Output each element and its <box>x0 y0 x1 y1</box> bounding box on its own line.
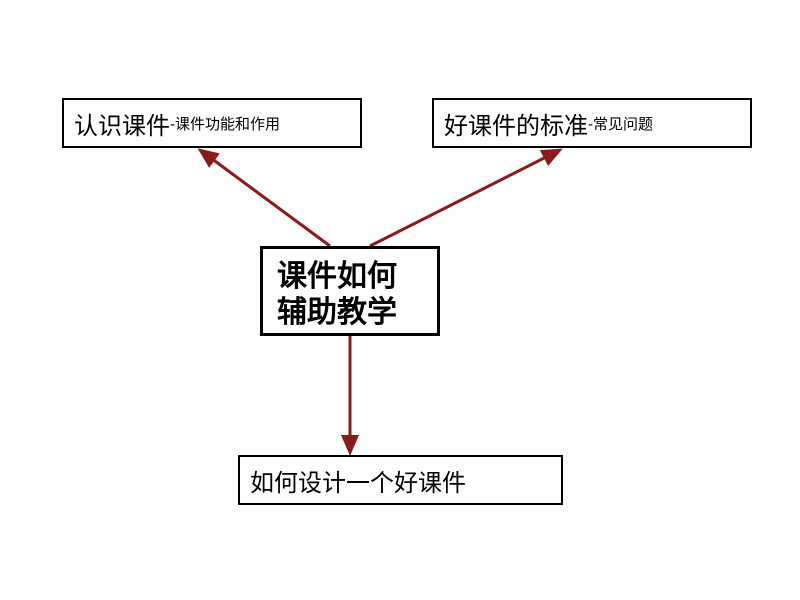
node-center: 课件如何 辅助教学 <box>260 246 440 336</box>
node-bottom: 如何设计一个好课件 <box>238 455 563 505</box>
edge-center-to-top_right <box>370 150 560 246</box>
node-top-left-main: 认识课件 <box>74 106 170 141</box>
node-top-right-sub: -常见问题 <box>588 113 653 134</box>
node-top-right: 好课件的标准 -常见问题 <box>432 98 752 148</box>
node-top-left: 认识课件 -课件功能和作用 <box>62 98 362 148</box>
node-center-line2: 辅助教学 <box>277 295 423 331</box>
edge-center-to-top_left <box>200 150 330 246</box>
node-top-right-main: 好课件的标准 <box>444 106 588 141</box>
node-bottom-main: 如何设计一个好课件 <box>250 463 466 498</box>
node-top-left-sub: -课件功能和作用 <box>170 113 280 134</box>
node-center-line1: 课件如何 <box>277 259 423 295</box>
